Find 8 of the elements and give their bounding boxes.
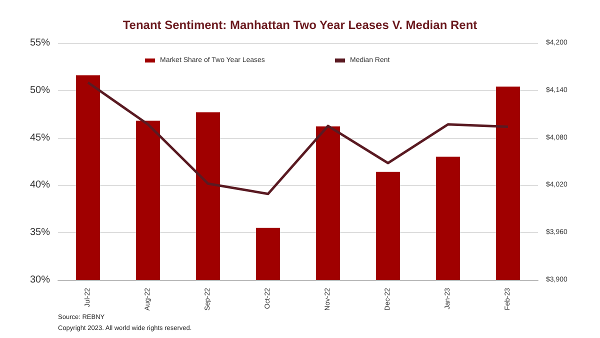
y-tick-label: 55% <box>30 38 50 48</box>
y-tick-label: 30% <box>30 274 50 286</box>
y-tick-label: 45% <box>30 132 50 144</box>
line-series <box>86 81 510 196</box>
y-tick-label: 40% <box>30 180 50 191</box>
y-tick-label: 35% <box>30 227 50 238</box>
y-tick-label: 50% <box>30 84 50 96</box>
chart-title: Tenant Sentiment: Manhattan Two Year Leases V. Median Rent <box>122 18 478 32</box>
